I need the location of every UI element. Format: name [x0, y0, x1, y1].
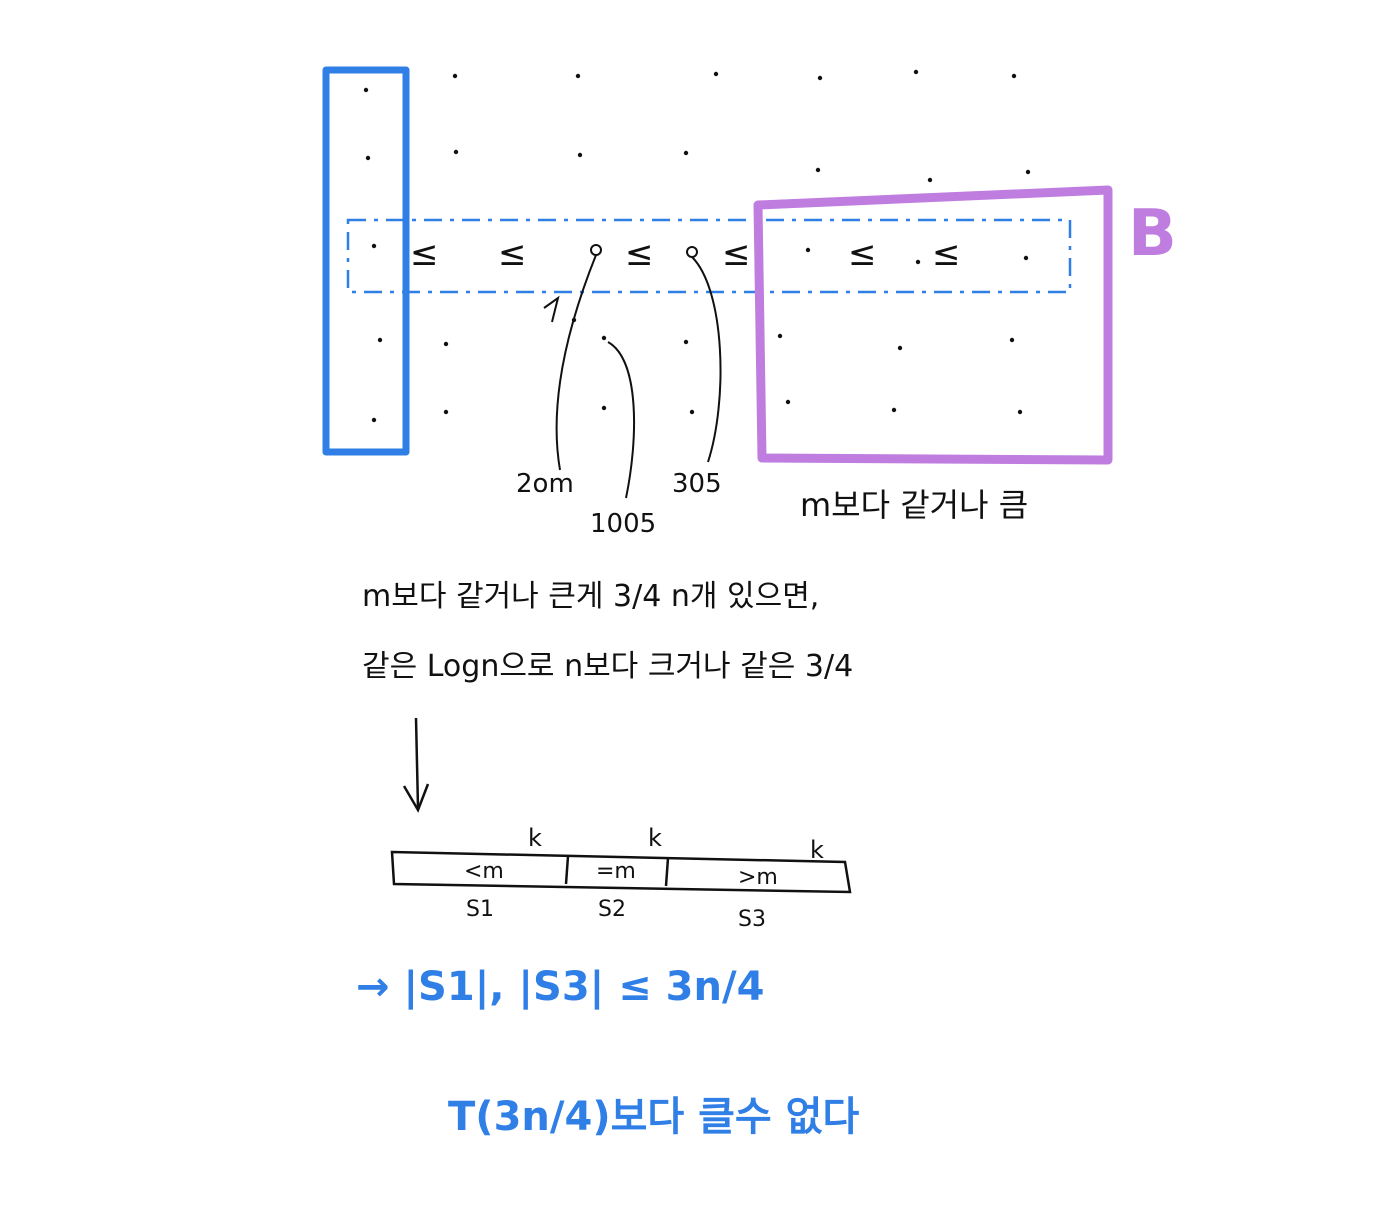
label-region-note: m보다 같거나 큼 [800, 486, 1028, 524]
grid-dot [898, 346, 902, 350]
grid-dot [684, 340, 688, 344]
row-ineq-5: ≤ [848, 234, 877, 274]
row-ineq-1: ≤ [410, 234, 439, 274]
grid-dot [816, 168, 820, 172]
grid-dot [364, 88, 368, 92]
bar-divider-1 [566, 856, 568, 884]
label-1005: 1005 [590, 509, 656, 539]
segment-2-sub: S2 [598, 897, 626, 922]
segment-1-sub: S1 [466, 897, 494, 922]
grid-dot [1026, 170, 1030, 174]
grid-dot [1012, 74, 1016, 78]
small-mark [544, 298, 558, 322]
grid-dot [806, 248, 810, 252]
grid-dot [786, 400, 790, 404]
grid-dot [818, 76, 822, 80]
label-2om: 2om [516, 469, 574, 499]
grid-dot [453, 74, 457, 78]
median-marker-1 [591, 245, 601, 255]
blue-dashed-row [348, 220, 1070, 292]
conclusion-line-2: T(3n/4)보다 클수 없다 [448, 1094, 859, 1140]
grid-dot [578, 153, 582, 157]
blue-column-rect [326, 70, 406, 452]
grid-dot [690, 410, 694, 414]
grid-dot [1018, 410, 1022, 414]
grid-dot [444, 342, 448, 346]
segment-3-k: k [810, 836, 824, 864]
grid-dot [714, 72, 718, 76]
segment-3-sub: S3 [738, 907, 766, 932]
grid-dot [1024, 256, 1028, 260]
row-ineq-3: ≤ [625, 234, 654, 274]
region-b-label: B [1128, 197, 1177, 271]
row-ineq-6: ≤ [932, 234, 961, 274]
grid-dot [378, 338, 382, 342]
label-305: 305 [672, 469, 722, 499]
grid-dot [684, 151, 688, 155]
bar-divider-2 [666, 858, 668, 886]
grid-dots [364, 70, 1030, 422]
grid-dot [1010, 338, 1014, 342]
grid-dot [372, 418, 376, 422]
grid-dot [602, 406, 606, 410]
grid-dot [916, 260, 920, 264]
grid-dot [914, 70, 918, 74]
median-marker-2 [687, 247, 697, 257]
conclusion-line-1: → |S1|, |S3| ≤ 3n/4 [356, 964, 764, 1011]
grid-dot [444, 410, 448, 414]
segment-3-label: >m [738, 865, 778, 890]
grid-dot [928, 178, 932, 182]
row-inequalities: ≤ ≤ ≤ ≤ ≤ ≤ [410, 234, 961, 274]
segment-1-k: k [528, 824, 542, 852]
statement-line-2: 같은 Logn으로 n보다 크거나 같은 3/4 [362, 649, 853, 684]
grid-dot [372, 244, 376, 248]
curve-to-305 [692, 257, 721, 462]
purple-region-b [758, 190, 1108, 460]
grid-dot [602, 336, 606, 340]
grid-dot [892, 408, 896, 412]
grid-dot [576, 74, 580, 78]
row-ineq-4: ≤ [722, 234, 751, 274]
segment-2-label: =m [596, 859, 636, 884]
curve-to-2om [557, 255, 596, 470]
grid-dot [454, 150, 458, 154]
down-arrow [404, 718, 428, 810]
grid-dot [366, 156, 370, 160]
segment-2-k: k [648, 824, 662, 852]
segment-1-label: <m [464, 859, 504, 884]
grid-dot [778, 334, 782, 338]
statement-line-1: m보다 같거나 큰게 3/4 n개 있으면, [362, 579, 819, 614]
curve-to-1005 [608, 342, 634, 498]
row-ineq-2: ≤ [498, 234, 527, 274]
